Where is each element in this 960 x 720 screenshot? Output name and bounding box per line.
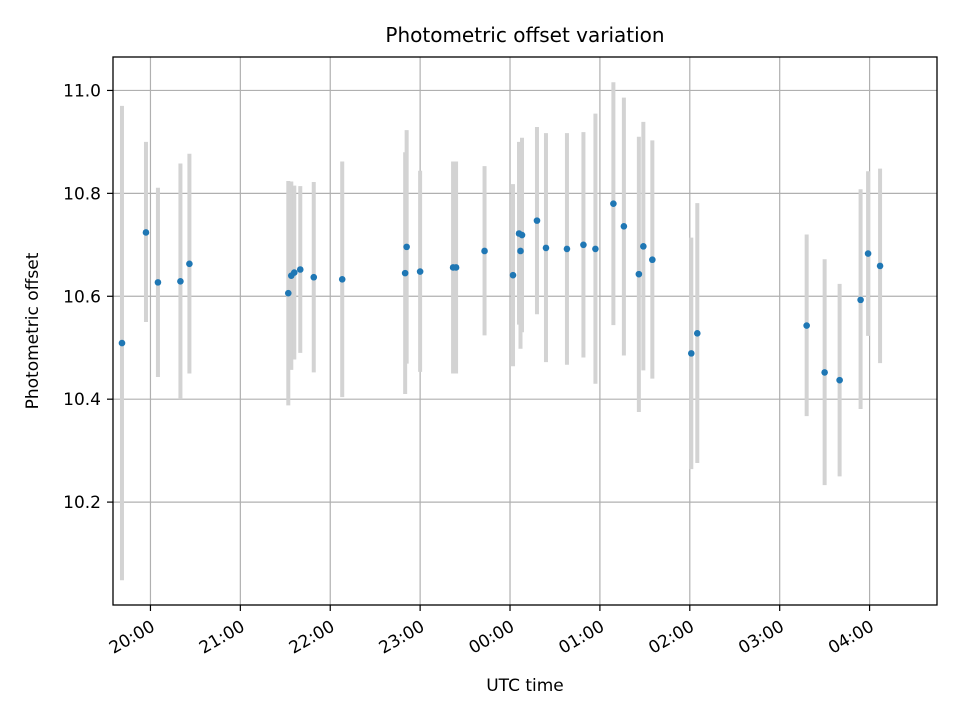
data-point [620, 222, 628, 230]
data-point [533, 217, 541, 224]
data-point [290, 269, 298, 276]
x-tick-label: 23:00 [376, 617, 428, 659]
data-point [177, 278, 184, 285]
data-point [864, 250, 872, 257]
data-point [284, 289, 292, 297]
data-point [338, 275, 346, 283]
y-axis-label: Photometric offset [23, 252, 43, 409]
data-point [640, 243, 647, 250]
x-tick-label: 21:00 [196, 617, 248, 659]
data-point [580, 241, 587, 249]
y-tick-label: 10.4 [63, 390, 101, 410]
data-point [563, 245, 571, 253]
y-tick-label: 10.8 [63, 184, 101, 204]
y-axis-ticks: 10.2 10.4 10.6 10.8 11.0 [63, 81, 113, 513]
x-tick-label: 04:00 [825, 617, 877, 659]
data-point [876, 262, 884, 270]
x-tick-label: 20:00 [106, 617, 158, 659]
data-point [509, 271, 517, 279]
data-point [803, 322, 810, 329]
data-point [857, 296, 864, 304]
data-point [118, 339, 126, 347]
data-point [401, 269, 409, 277]
data-point [610, 200, 617, 207]
data-points [118, 200, 884, 384]
x-tick-label: 03:00 [735, 617, 787, 659]
data-point [142, 229, 150, 236]
data-point [416, 268, 424, 275]
data-point [687, 350, 695, 357]
data-point [518, 231, 526, 239]
x-tick-label: 02:00 [645, 617, 697, 659]
x-axis-ticks: 20:00 21:00 22:00 23:00 00:00 01:00 02:00 03:00… [106, 605, 878, 658]
error-bars [119, 82, 883, 581]
data-point [836, 376, 843, 384]
grid [113, 57, 937, 605]
data-point [481, 247, 488, 255]
x-tick-label: 00:00 [466, 617, 518, 659]
data-point [310, 273, 318, 281]
data-point [693, 330, 701, 337]
data-point [517, 247, 524, 255]
x-tick-label: 01:00 [556, 617, 608, 659]
y-tick-label: 10.6 [63, 287, 101, 307]
data-point [592, 245, 599, 253]
data-point [186, 260, 193, 268]
data-point [296, 266, 304, 273]
data-point [154, 279, 162, 286]
data-point [821, 369, 828, 376]
y-tick-label: 11.0 [63, 81, 101, 101]
y-tick-label: 10.2 [63, 493, 101, 513]
data-point [649, 256, 656, 264]
data-point [635, 270, 643, 278]
chart-title: Photometric offset variation [385, 23, 664, 47]
x-tick-label: 22:00 [286, 617, 338, 659]
data-point [452, 264, 460, 271]
x-axis-label: UTC time [486, 676, 564, 696]
data-point [403, 243, 410, 251]
plot-frame [112, 56, 938, 606]
data-point [542, 244, 550, 252]
